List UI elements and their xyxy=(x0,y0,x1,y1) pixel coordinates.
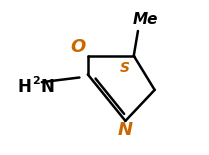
Text: 2: 2 xyxy=(32,76,40,86)
Text: Me: Me xyxy=(133,12,158,27)
Text: N: N xyxy=(41,78,55,96)
Text: S: S xyxy=(119,61,129,75)
Text: H: H xyxy=(18,78,32,96)
Text: N: N xyxy=(118,121,133,139)
Text: O: O xyxy=(71,38,86,55)
